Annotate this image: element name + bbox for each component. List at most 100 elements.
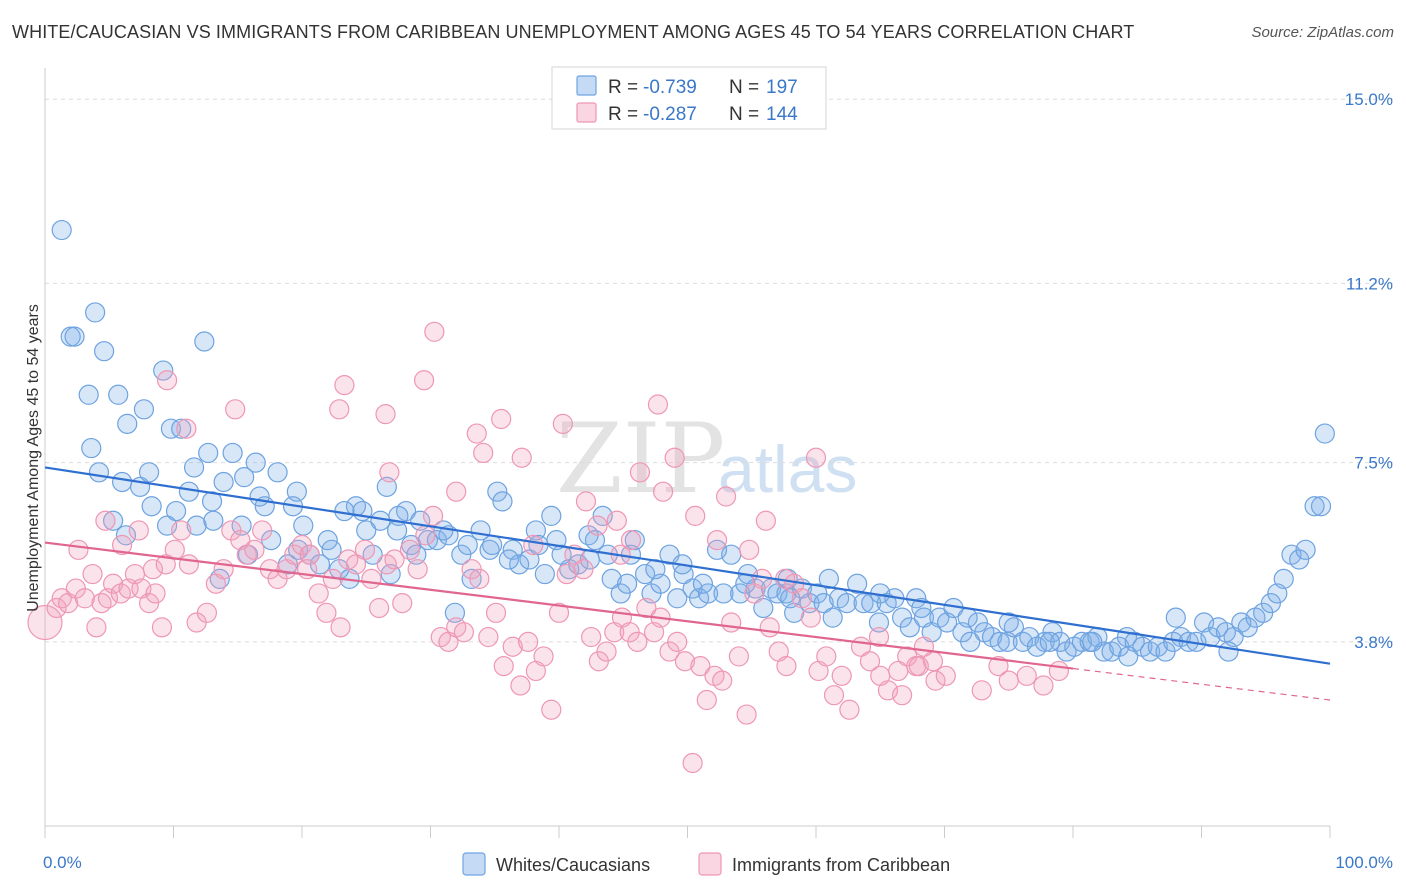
data-point <box>596 641 617 662</box>
data-point <box>171 418 192 439</box>
data-point <box>478 626 499 648</box>
data-point <box>1260 593 1281 614</box>
data-point <box>706 530 728 551</box>
data-point <box>384 549 405 570</box>
data-point <box>805 447 827 468</box>
data-point <box>1314 423 1335 444</box>
data-point <box>492 491 513 512</box>
data-point <box>868 626 890 648</box>
data-point <box>286 481 307 502</box>
data-point <box>252 520 273 541</box>
data-point <box>1289 549 1310 570</box>
data-point <box>356 520 377 541</box>
series-caribbean-points <box>27 321 1069 774</box>
data-point <box>203 510 224 531</box>
data-point <box>610 583 631 604</box>
data-point <box>293 515 314 536</box>
data-point <box>213 471 234 493</box>
series-legend: Whites/Caucasians Immigrants from Caribb… <box>462 852 950 876</box>
data-point <box>891 685 913 706</box>
data-point <box>636 597 657 619</box>
data-point <box>823 685 845 706</box>
data-point <box>86 617 107 638</box>
data-point <box>493 656 514 677</box>
data-point <box>1048 660 1069 682</box>
data-point <box>971 680 992 701</box>
data-point <box>451 544 472 565</box>
source-credit: Source: ZipAtlas.com <box>1251 24 1394 41</box>
data-point <box>151 617 173 638</box>
data-point <box>652 481 674 502</box>
data-point <box>198 442 219 464</box>
data-point <box>556 563 577 585</box>
data-point <box>171 520 192 541</box>
data-point <box>753 597 774 619</box>
data-point <box>108 384 129 405</box>
legend-n-label: N = <box>729 104 759 125</box>
data-point <box>831 665 852 686</box>
data-point <box>196 602 218 623</box>
data-point <box>620 530 642 551</box>
data-point <box>369 597 390 619</box>
data-point <box>469 568 490 589</box>
data-point <box>548 602 570 623</box>
data-point <box>736 704 757 725</box>
data-point <box>194 331 215 352</box>
data-point <box>267 462 288 483</box>
data-point <box>375 404 396 425</box>
data-point <box>156 370 178 391</box>
data-point <box>145 583 166 604</box>
data-point <box>498 549 519 570</box>
data-point <box>133 399 155 420</box>
data-point <box>164 539 185 560</box>
data-point <box>422 505 444 527</box>
data-point <box>178 554 200 575</box>
data-point <box>925 670 946 691</box>
data-point <box>345 554 367 575</box>
data-point <box>533 646 554 667</box>
data-point <box>692 573 714 594</box>
data-point <box>523 534 544 556</box>
data-point <box>1304 496 1325 517</box>
data-point <box>967 612 989 633</box>
legend-swatch-whites <box>462 852 486 876</box>
data-point <box>446 481 467 502</box>
data-point <box>617 573 638 594</box>
data-point <box>502 636 523 657</box>
legend-r-value: -0.739 <box>643 77 697 98</box>
data-point <box>853 593 874 614</box>
data-point <box>329 399 350 420</box>
data-point <box>870 665 891 686</box>
data-point <box>392 593 413 614</box>
axes: 0.0% 100.0% <box>43 68 1393 872</box>
data-point <box>186 515 207 536</box>
data-point <box>407 559 428 580</box>
data-point <box>111 471 133 493</box>
legend-swatch-caribbean <box>576 102 597 123</box>
data-point <box>552 413 573 434</box>
data-point <box>541 505 562 527</box>
data-point <box>839 699 860 720</box>
data-point <box>330 617 351 638</box>
data-point <box>587 515 608 536</box>
data-point <box>998 670 1019 691</box>
grid-lines: 3.8% 7.5% 11.2% 15.0% <box>45 90 1395 652</box>
data-point <box>800 607 821 628</box>
data-point <box>998 612 1019 633</box>
data-point <box>487 481 508 502</box>
data-point <box>667 588 688 609</box>
data-point <box>245 452 266 473</box>
data-point <box>728 646 750 667</box>
data-point <box>911 597 932 619</box>
data-point <box>81 437 102 459</box>
legend-swatch-whites <box>576 75 597 96</box>
data-point <box>739 539 760 560</box>
legend-swatch-caribbean <box>698 852 722 876</box>
data-point <box>674 651 696 672</box>
data-point <box>935 665 956 686</box>
data-point <box>491 408 512 430</box>
data-point <box>379 462 400 483</box>
data-point <box>511 447 532 468</box>
data-point <box>413 370 435 391</box>
zipatlas-watermark: ZIP atlas <box>556 403 857 515</box>
